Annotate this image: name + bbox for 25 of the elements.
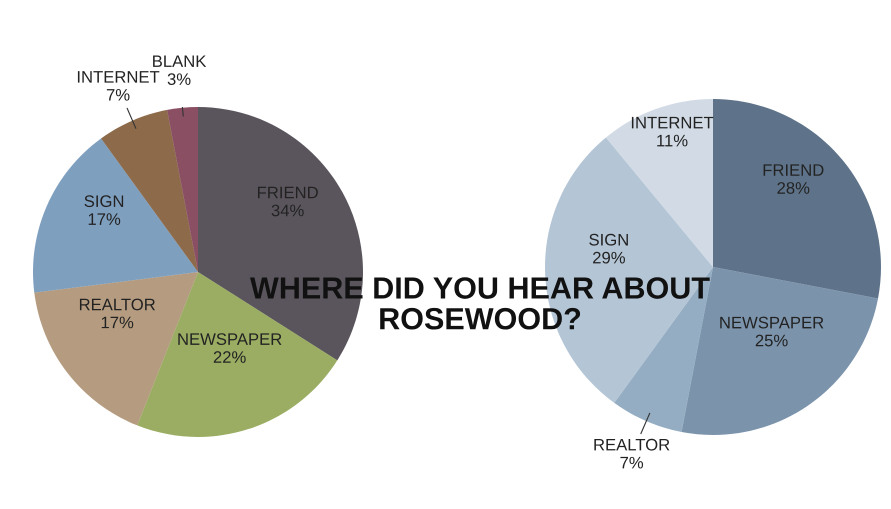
pie-slice: [713, 99, 881, 298]
slice-label: SIGN: [84, 195, 124, 208]
data-label: 28%: [777, 182, 810, 194]
slice-label: FRIEND: [258, 186, 318, 198]
data-label: 11%: [657, 134, 688, 146]
pie-slice: [33, 138, 198, 293]
data-label: 22%: [214, 351, 246, 363]
data-label: 29%: [593, 252, 625, 264]
data-label: 17%: [88, 213, 120, 225]
slice-label: NEWSPAPER: [178, 333, 282, 345]
data-label: 34%: [272, 204, 304, 216]
data-label: 17%: [102, 316, 134, 328]
data-label: 25%: [756, 334, 788, 346]
data-label: 3%: [168, 73, 191, 86]
slice-label: FRIEND: [764, 164, 824, 176]
data-label: 7%: [106, 88, 130, 101]
pie-slice: [167, 107, 198, 272]
slice-label: REALTOR: [80, 298, 155, 310]
slice-label: SIGN: [589, 234, 628, 246]
slice-label: BLANK: [153, 55, 206, 67]
slice-label: INTERNET: [78, 71, 160, 83]
slice-label: NEWSPAPER: [720, 316, 824, 328]
slice-label: REALTOR: [594, 438, 670, 451]
data-label: 7%: [620, 456, 644, 468]
text: WHERE DID YOU HEAR ABOUT ROSEWOOD?: [250, 277, 710, 330]
